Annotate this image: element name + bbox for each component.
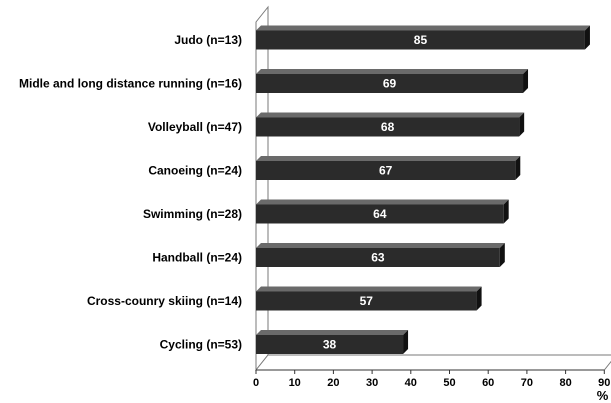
bar-side-face	[499, 243, 505, 267]
x-axis-label: %	[597, 388, 609, 403]
bar	[256, 335, 404, 354]
x-tick-label: 60	[482, 377, 494, 389]
x-tick-label: 40	[405, 377, 417, 389]
bar-top-face	[256, 156, 521, 161]
bar-group	[256, 330, 409, 354]
chart-labels: 0 10 20 30 40 50 60 70 80 90% 85 Judo (n=13) 69 Midle…	[19, 33, 610, 403]
bar-value-label: 67	[379, 164, 393, 178]
bar-top-face	[256, 243, 505, 248]
bar-value-label: 64	[373, 207, 387, 221]
bar	[256, 117, 520, 137]
bar-group	[256, 156, 521, 180]
bar-value-label: 57	[360, 294, 374, 308]
bar	[256, 74, 524, 93]
bar-value-label: 63	[371, 251, 385, 265]
bar-top-face	[256, 69, 529, 74]
bar-group	[256, 25, 590, 50]
bar-value-label: 85	[414, 33, 428, 47]
chart-bars	[256, 25, 590, 354]
bar	[256, 30, 585, 50]
bar-side-face	[584, 25, 590, 50]
bar-side-face	[403, 330, 409, 354]
x-tick-label: 30	[366, 377, 378, 389]
x-tick-label: 80	[559, 377, 571, 389]
bar-group	[256, 243, 505, 267]
bar-top-face	[256, 112, 525, 118]
bar-group	[256, 69, 529, 93]
bar-side-face	[519, 112, 525, 137]
bar-group	[256, 112, 525, 137]
bar-top-face	[256, 330, 409, 335]
x-tick-label: 70	[521, 377, 533, 389]
category-label: Handball (n=24)	[152, 251, 242, 265]
category-label: Cross-counry skiing (n=14)	[87, 294, 242, 308]
bar-side-face	[515, 156, 521, 180]
chart-axes	[254, 5, 611, 374]
back-wall	[255, 5, 269, 372]
bar-value-label: 69	[383, 77, 397, 91]
bar	[256, 248, 500, 267]
bar-group	[256, 286, 482, 311]
bar-side-face	[523, 69, 529, 93]
bar-top-face	[256, 286, 482, 292]
bar	[256, 204, 504, 224]
x-tick-label: 50	[443, 377, 455, 389]
x-tick-label: 90	[598, 377, 610, 389]
bar-top-face	[256, 199, 509, 205]
bar-value-label: 68	[381, 120, 395, 134]
floor-plane	[254, 354, 611, 371]
bar-value-label: 38	[323, 338, 337, 352]
x-tick-label: 0	[253, 377, 259, 389]
category-label: Cycling (n=53)	[160, 338, 242, 352]
category-label: Volleyball (n=47)	[148, 120, 242, 134]
x-tick-label: 10	[289, 377, 301, 389]
category-label: Midle and long distance running (n=16)	[19, 77, 242, 91]
bar	[256, 161, 516, 180]
bar-group	[256, 199, 509, 224]
category-label: Canoeing (n=24)	[148, 164, 242, 178]
bar-side-face	[503, 199, 509, 224]
category-label: Swimming (n=28)	[143, 207, 242, 221]
bar	[256, 291, 477, 311]
category-label: Judo (n=13)	[174, 33, 242, 47]
x-tick-label: 20	[327, 377, 339, 389]
bar-side-face	[476, 286, 482, 311]
bar-top-face	[256, 25, 590, 31]
